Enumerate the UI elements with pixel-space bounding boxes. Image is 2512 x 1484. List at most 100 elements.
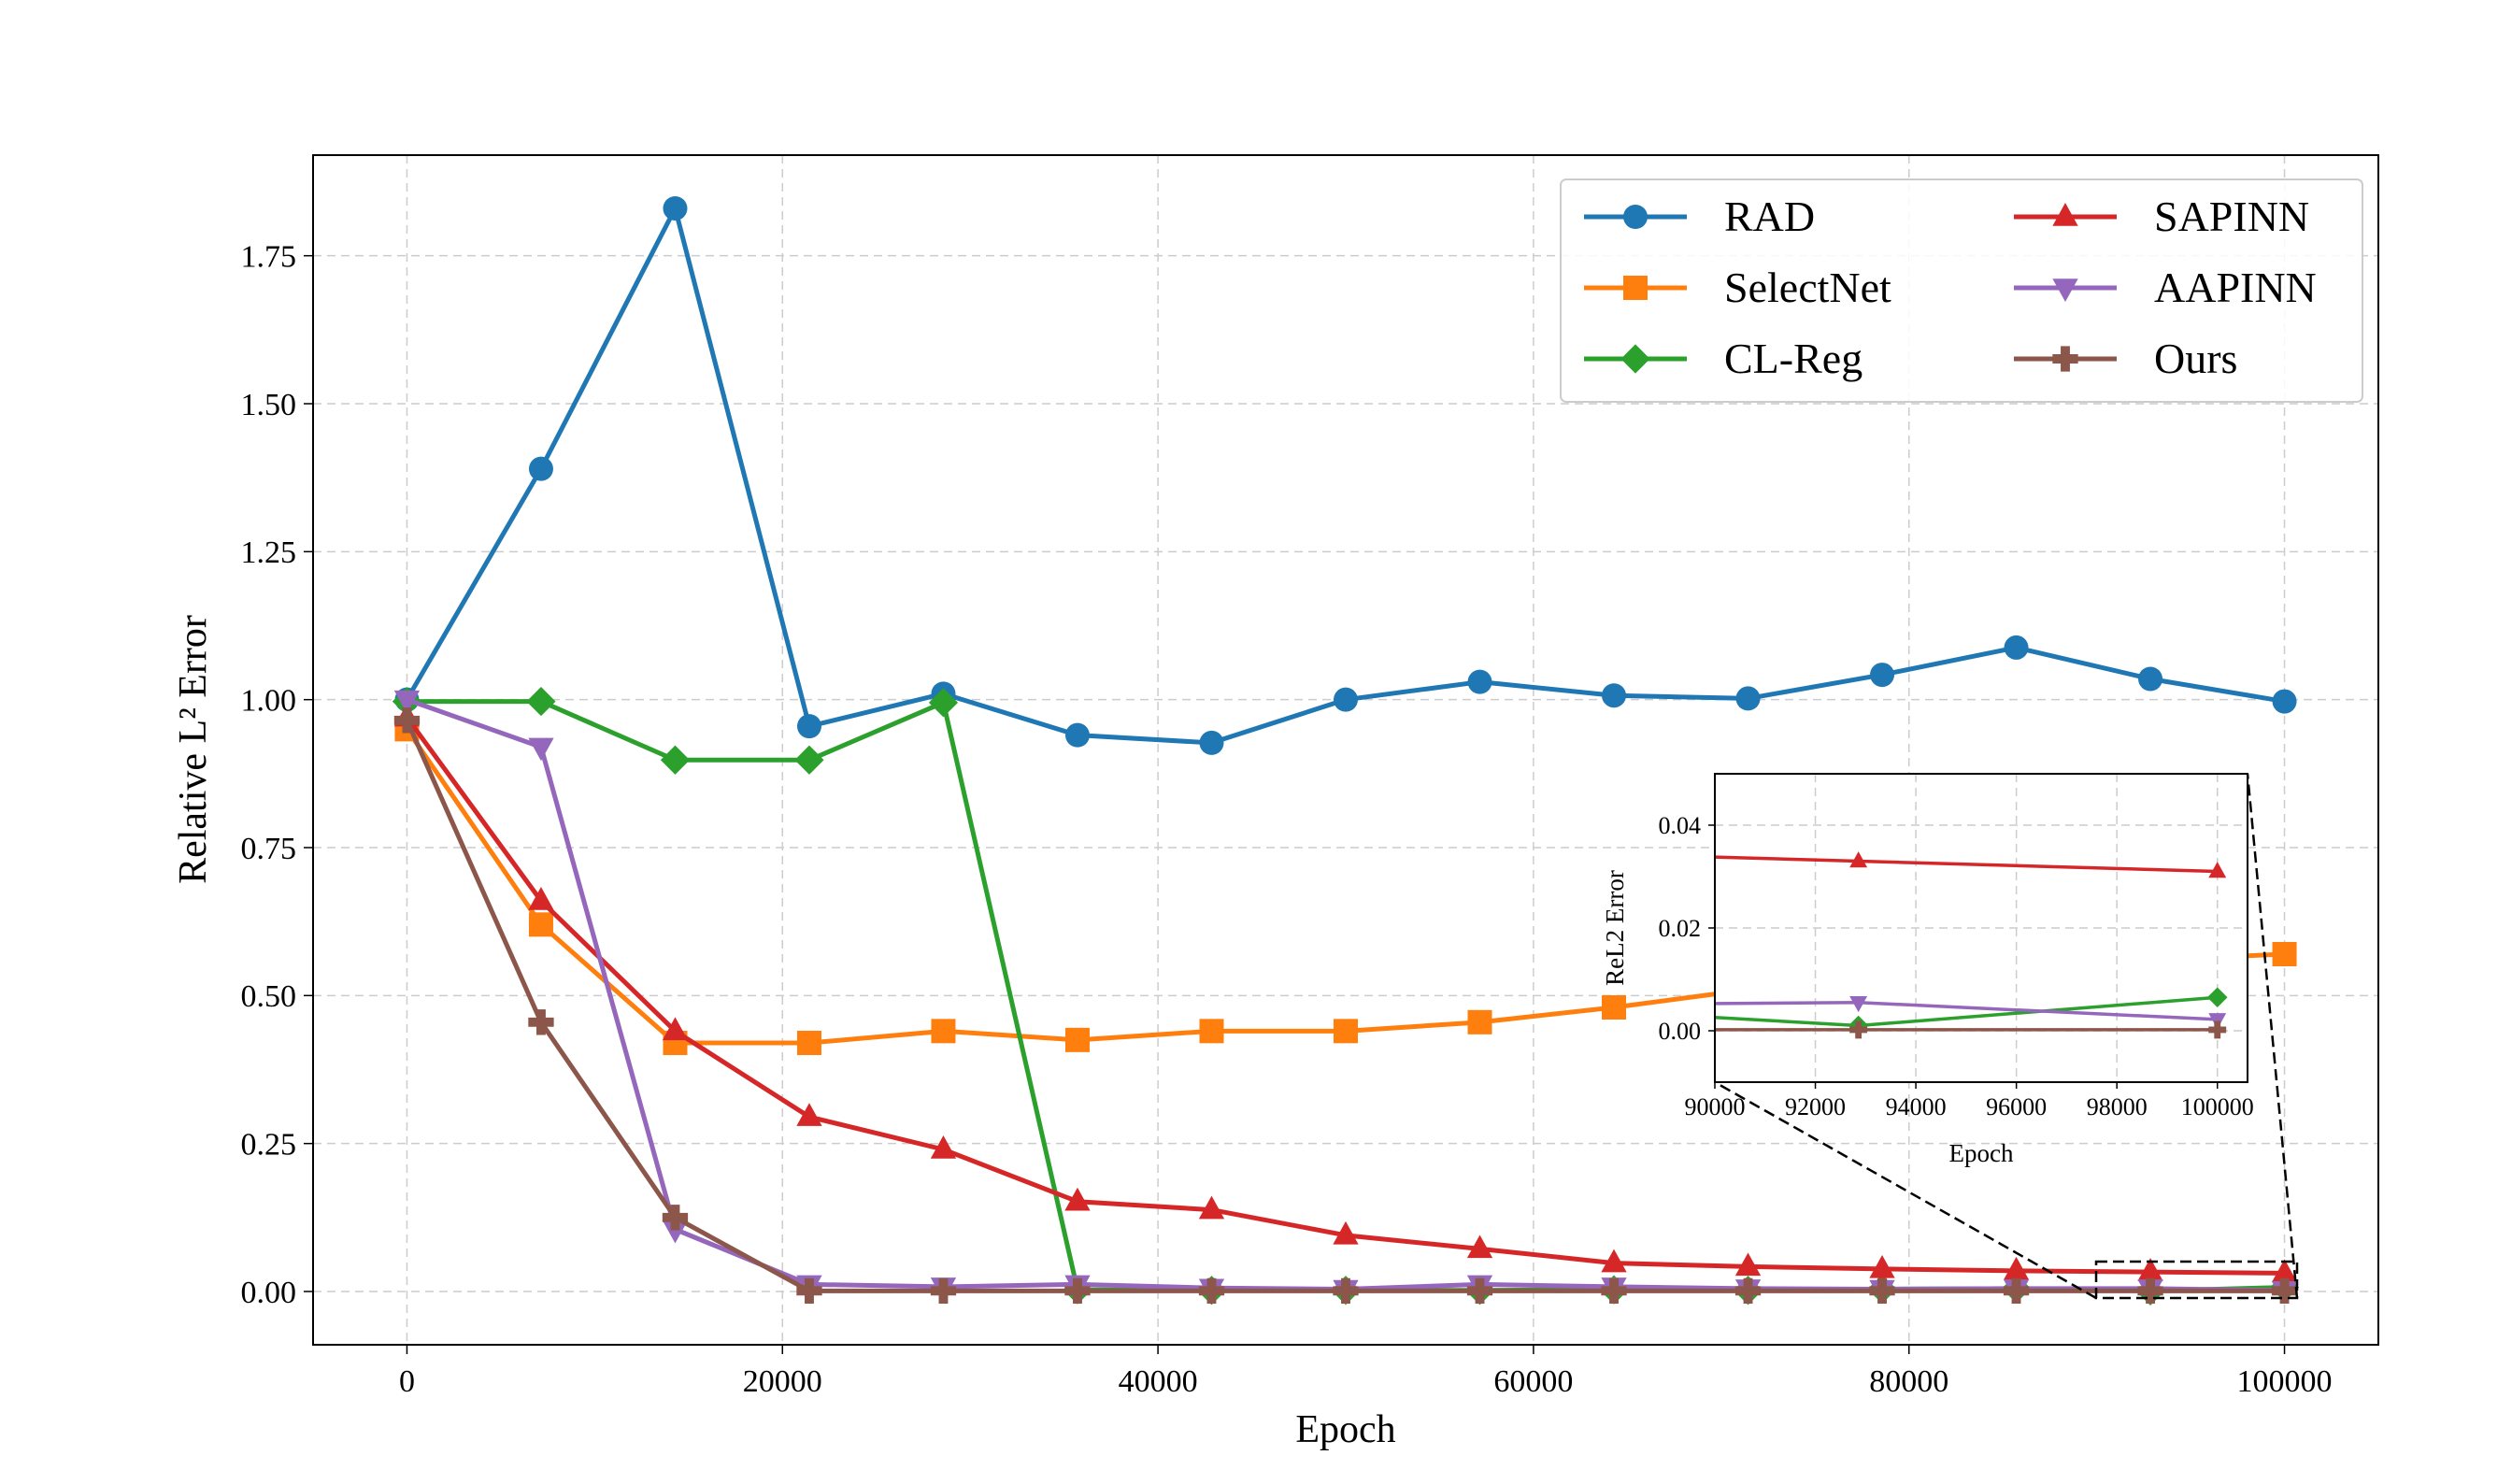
- main-point-ours: [1064, 1277, 1091, 1305]
- main-point-selectnet: [2272, 942, 2297, 966]
- legend-entry-cl-reg: CL-Reg: [1584, 335, 1863, 382]
- inset-y-axis-label: ReL2 Error: [1601, 870, 1629, 986]
- legend-entry-rad: RAD: [1584, 193, 1815, 240]
- main-point-ours: [796, 1277, 822, 1305]
- inset-point-aapinn: [1849, 996, 1868, 1013]
- main-point-selectnet: [1602, 995, 1627, 1020]
- main-point-ours: [1198, 1277, 1225, 1305]
- inset-y-ticks: 0.00 0.02 0.04: [1659, 812, 1715, 1045]
- main-point-sapinn: [2003, 1256, 2030, 1280]
- inset-x-ticks: 90000 92000 94000 96000 98000 100000: [1685, 1082, 2254, 1120]
- main-x-ticks: 0 20000 40000 60000 80000 100000: [399, 1345, 2333, 1399]
- main-point-cl-reg: [526, 686, 556, 717]
- main-point-ours: [930, 1277, 957, 1305]
- main-point-ours: [1333, 1277, 1359, 1305]
- legend-entry-sapinn: SAPINN: [2014, 193, 2309, 240]
- main-x-axis-label: Epoch: [1295, 1408, 1395, 1451]
- main-x-tick-label: 20000: [743, 1364, 822, 1399]
- main-point-selectnet: [528, 912, 553, 937]
- legend-label-sapinn: SAPINN: [2154, 193, 2309, 240]
- main-point-rad: [1199, 730, 1224, 755]
- main-y-tick-label: 0.50: [241, 979, 297, 1014]
- main-point-ours: [2003, 1277, 2030, 1305]
- main-point-ours: [528, 1009, 554, 1035]
- main-point-ours: [662, 1205, 689, 1231]
- main-point-selectnet: [1064, 1027, 1090, 1052]
- inset-series-sapinn: [1715, 851, 2227, 878]
- main-y-tick-label: 0.00: [241, 1276, 297, 1310]
- main-y-tick-label: 1.50: [241, 388, 297, 422]
- main-point-sapinn: [930, 1135, 957, 1159]
- main-point-rad: [663, 196, 688, 221]
- inset-point-sapinn: [2208, 862, 2227, 878]
- legend-marker-aapinn: [2052, 278, 2078, 302]
- inset-x-axis-label: Epoch: [1949, 1139, 2014, 1167]
- main-point-sapinn: [2137, 1258, 2163, 1281]
- main-y-tick-label: 1.75: [241, 240, 297, 275]
- main-point-ours: [393, 707, 421, 734]
- inset-x-tick-label: 100000: [2181, 1093, 2254, 1120]
- main-point-ours: [1466, 1277, 1493, 1305]
- zoom-region-box: [2094, 1260, 2299, 1300]
- main-point-aapinn: [662, 1220, 689, 1244]
- main-point-rad: [1735, 686, 1761, 711]
- main-point-aapinn: [393, 690, 421, 714]
- main-point-rad: [796, 714, 821, 739]
- main-series-sapinn: [393, 703, 2298, 1283]
- main-point-rad: [2004, 635, 2029, 660]
- legend-entry-selectnet: SelectNet: [1584, 264, 1891, 311]
- inset-series: [1715, 851, 2228, 1039]
- inset-point-sapinn: [1849, 851, 1868, 868]
- main-point-sapinn: [1734, 1252, 1762, 1277]
- legend-entry-ours: Ours: [2014, 335, 2237, 382]
- inset-plot: 90000 92000 94000 96000 98000 100000 0.00 0.02…: [1601, 773, 2254, 1167]
- main-grid: [313, 155, 2378, 1345]
- main-point-rad: [1870, 663, 1895, 688]
- main-point-rad: [528, 456, 553, 481]
- zoom-indicator: [1714, 773, 2299, 1300]
- main-point-ours: [1734, 1277, 1762, 1305]
- main-y-tick-label: 1.00: [241, 684, 297, 719]
- inset-y-tick-label: 0.00: [1659, 1018, 1702, 1045]
- inset-x-tick-label: 92000: [1785, 1093, 1846, 1120]
- main-y-tick-label: 0.25: [241, 1128, 297, 1163]
- main-x-tick-label: 40000: [1119, 1364, 1198, 1399]
- main-point-ours: [2271, 1277, 2298, 1305]
- main-point-sapinn: [662, 1017, 689, 1041]
- main-point-cl-reg: [660, 745, 691, 775]
- main-point-sapinn: [1466, 1234, 1493, 1259]
- legend-marker-cl-reg: [1620, 344, 1650, 374]
- main-point-sapinn: [2271, 1259, 2298, 1283]
- legend-frame: [1560, 178, 2363, 403]
- main-y-tick-label: 1.25: [241, 535, 297, 570]
- inset-point-ours: [2208, 1020, 2227, 1039]
- main-y-tick-label: 0.75: [241, 832, 297, 866]
- main-point-sapinn: [796, 1103, 822, 1126]
- main-point-sapinn: [1869, 1254, 1895, 1278]
- main-x-tick-label: 60000: [1493, 1364, 1573, 1399]
- main-point-rad: [1064, 722, 1090, 748]
- main-x-tick-label: 0: [399, 1364, 415, 1399]
- legend-marker-sapinn: [2052, 203, 2078, 226]
- inset-x-tick-label: 96000: [1986, 1093, 2047, 1120]
- legend-label-rad: RAD: [1724, 193, 1815, 240]
- main-point-cl-reg: [794, 745, 824, 775]
- main-point-rad: [1602, 683, 1627, 708]
- inset-point-cl-reg: [2206, 987, 2228, 1008]
- main-y-axis-label: Relative L² Error: [172, 615, 215, 884]
- main-point-ours: [1601, 1277, 1627, 1305]
- legend: RAD SelectNet CL-Reg SAPINN AAPINN Ours: [1560, 178, 2363, 403]
- main-plot: 0 20000 40000 60000 80000 100000 0.00 0.25 0.50…: [172, 154, 2379, 1451]
- legend-label-cl-reg: CL-Reg: [1724, 335, 1863, 382]
- legend-entry-aapinn: AAPINN: [2014, 264, 2317, 311]
- main-x-tick-label: 100000: [2237, 1364, 2333, 1399]
- inset-series-ours: [1715, 1020, 2227, 1039]
- main-point-selectnet: [931, 1019, 956, 1044]
- main-point-rad: [2138, 666, 2163, 692]
- inset-y-tick-label: 0.02: [1659, 915, 1702, 942]
- inset-point-ours: [1849, 1020, 1868, 1039]
- main-point-selectnet: [796, 1031, 821, 1055]
- main-point-sapinn: [1601, 1249, 1627, 1273]
- main-series-ours: [393, 707, 2298, 1305]
